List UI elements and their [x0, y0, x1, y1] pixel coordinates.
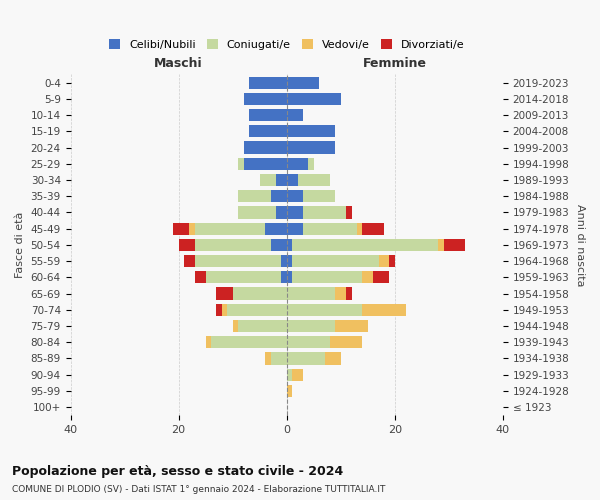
Bar	[287, 109, 303, 121]
Bar	[357, 222, 362, 234]
Bar	[244, 142, 287, 154]
Bar	[287, 239, 292, 251]
Bar	[303, 190, 335, 202]
Text: COMUNE DI PLODIO (SV) - Dati ISTAT 1° gennaio 2024 - Elaborazione TUTTITALIA.IT: COMUNE DI PLODIO (SV) - Dati ISTAT 1° ge…	[12, 485, 385, 494]
Bar	[265, 352, 271, 364]
Bar	[238, 158, 244, 170]
Text: Maschi: Maschi	[154, 56, 203, 70]
Bar	[298, 174, 330, 186]
Bar	[244, 158, 287, 170]
Bar	[325, 352, 341, 364]
Bar	[346, 288, 352, 300]
Bar	[443, 239, 465, 251]
Bar	[276, 206, 287, 218]
Bar	[292, 255, 379, 267]
Bar	[190, 222, 195, 234]
Bar	[195, 255, 281, 267]
Text: Femmine: Femmine	[363, 56, 427, 70]
Bar	[346, 206, 352, 218]
Bar	[217, 304, 222, 316]
Bar	[238, 320, 287, 332]
Bar	[287, 125, 335, 138]
Bar	[362, 222, 384, 234]
Bar	[287, 368, 292, 381]
Bar	[271, 190, 287, 202]
Bar	[184, 255, 195, 267]
Bar	[271, 239, 287, 251]
Bar	[260, 174, 276, 186]
Bar	[238, 190, 271, 202]
Bar	[362, 304, 406, 316]
Bar	[281, 272, 287, 283]
Bar	[292, 272, 362, 283]
Bar	[292, 239, 438, 251]
Bar	[287, 255, 292, 267]
Bar	[287, 93, 341, 105]
Bar	[195, 239, 271, 251]
Bar	[292, 368, 303, 381]
Bar	[379, 255, 389, 267]
Bar	[287, 222, 303, 234]
Bar	[281, 255, 287, 267]
Y-axis label: Fasce di età: Fasce di età	[15, 212, 25, 278]
Bar	[287, 206, 303, 218]
Bar	[179, 239, 195, 251]
Bar	[249, 109, 287, 121]
Bar	[233, 288, 287, 300]
Legend: Celibi/Nubili, Coniugati/e, Vedovi/e, Divorziati/e: Celibi/Nubili, Coniugati/e, Vedovi/e, Di…	[106, 36, 468, 53]
Bar	[303, 206, 346, 218]
Bar	[287, 288, 335, 300]
Bar	[308, 158, 314, 170]
Bar	[173, 222, 190, 234]
Bar	[362, 272, 373, 283]
Bar	[287, 174, 298, 186]
Bar	[271, 352, 287, 364]
Bar	[287, 190, 303, 202]
Bar	[217, 288, 233, 300]
Bar	[244, 93, 287, 105]
Bar	[211, 336, 287, 348]
Bar	[222, 304, 227, 316]
Bar	[335, 288, 346, 300]
Bar	[373, 272, 389, 283]
Bar	[287, 158, 308, 170]
Bar	[195, 222, 265, 234]
Bar	[249, 76, 287, 88]
Bar	[227, 304, 287, 316]
Bar	[206, 336, 211, 348]
Bar	[276, 174, 287, 186]
Bar	[287, 352, 325, 364]
Bar	[438, 239, 443, 251]
Bar	[287, 76, 319, 88]
Bar	[206, 272, 281, 283]
Bar	[287, 304, 362, 316]
Bar	[238, 206, 276, 218]
Bar	[195, 272, 206, 283]
Bar	[249, 125, 287, 138]
Bar	[287, 336, 330, 348]
Bar	[389, 255, 395, 267]
Bar	[265, 222, 287, 234]
Bar	[303, 222, 357, 234]
Bar	[287, 385, 292, 397]
Bar	[287, 320, 335, 332]
Bar	[287, 272, 292, 283]
Bar	[330, 336, 362, 348]
Text: Popolazione per età, sesso e stato civile - 2024: Popolazione per età, sesso e stato civil…	[12, 465, 343, 478]
Bar	[287, 142, 335, 154]
Y-axis label: Anni di nascita: Anni di nascita	[575, 204, 585, 286]
Bar	[233, 320, 238, 332]
Bar	[335, 320, 368, 332]
